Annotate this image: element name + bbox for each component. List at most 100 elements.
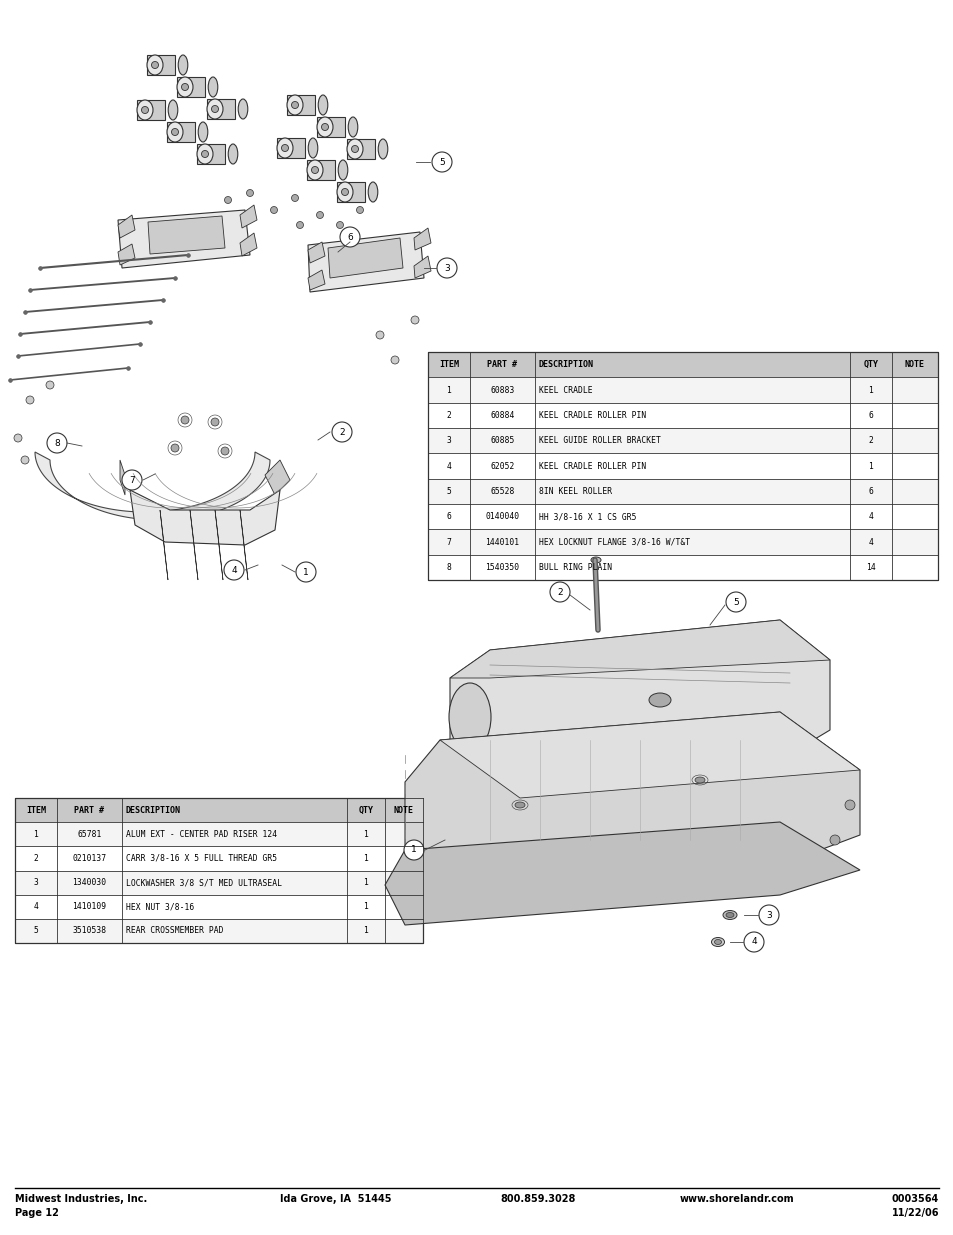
Ellipse shape	[228, 144, 237, 164]
Ellipse shape	[177, 77, 193, 98]
Bar	[428, 352, 937, 580]
Text: 8IN KEEL ROLLER: 8IN KEEL ROLLER	[538, 487, 612, 495]
Circle shape	[221, 447, 229, 454]
Polygon shape	[385, 823, 859, 925]
Ellipse shape	[196, 144, 213, 164]
Ellipse shape	[308, 138, 317, 158]
Ellipse shape	[338, 161, 348, 180]
Text: Page 12: Page 12	[15, 1208, 59, 1218]
Polygon shape	[308, 232, 423, 291]
Text: CARR 3/8-16 X 5 FULL THREAD GR5: CARR 3/8-16 X 5 FULL THREAD GR5	[126, 853, 276, 863]
Circle shape	[181, 416, 189, 424]
Ellipse shape	[167, 122, 183, 142]
Ellipse shape	[590, 557, 600, 563]
Bar	[428, 530, 937, 555]
Bar	[428, 378, 937, 403]
Text: 5: 5	[446, 487, 451, 495]
Bar	[167, 122, 194, 142]
Circle shape	[47, 433, 67, 453]
Bar	[428, 504, 937, 530]
Text: 6: 6	[867, 411, 873, 420]
Ellipse shape	[648, 693, 670, 706]
Bar	[15, 919, 422, 944]
Text: KEEL GUIDE ROLLER BRACKET: KEEL GUIDE ROLLER BRACKET	[538, 436, 660, 445]
Text: 1440101: 1440101	[485, 537, 519, 547]
Text: 0140040: 0140040	[485, 513, 519, 521]
Polygon shape	[265, 459, 290, 495]
Bar	[428, 429, 937, 453]
Text: 1: 1	[867, 462, 873, 471]
Text: 60885: 60885	[490, 436, 515, 445]
Text: 2: 2	[867, 436, 873, 445]
Ellipse shape	[178, 56, 188, 75]
Circle shape	[281, 144, 288, 152]
Ellipse shape	[238, 99, 248, 119]
Circle shape	[403, 840, 423, 860]
Text: 6: 6	[347, 232, 353, 242]
Text: QTY: QTY	[358, 805, 374, 815]
Bar	[15, 871, 422, 894]
Text: LOCKWASHER 3/8 S/T MED ULTRASEAL: LOCKWASHER 3/8 S/T MED ULTRASEAL	[126, 878, 282, 887]
Text: 5: 5	[732, 598, 739, 606]
Polygon shape	[118, 210, 250, 268]
Text: DESCRIPTION: DESCRIPTION	[126, 805, 181, 815]
Ellipse shape	[276, 138, 293, 158]
Text: 3510538: 3510538	[72, 926, 107, 935]
Ellipse shape	[722, 910, 737, 920]
Ellipse shape	[725, 913, 733, 918]
Circle shape	[391, 356, 398, 364]
Circle shape	[295, 562, 315, 582]
Bar	[347, 140, 375, 159]
Ellipse shape	[207, 99, 223, 119]
Polygon shape	[190, 510, 198, 580]
Text: 3: 3	[444, 263, 450, 273]
Ellipse shape	[449, 683, 491, 751]
Text: 1540350: 1540350	[485, 563, 519, 572]
Ellipse shape	[287, 95, 303, 115]
Circle shape	[46, 382, 54, 389]
Bar	[15, 894, 422, 919]
Circle shape	[356, 206, 363, 214]
Polygon shape	[240, 205, 256, 228]
Text: 4: 4	[446, 462, 451, 471]
Bar	[307, 161, 335, 180]
Text: 7: 7	[129, 475, 134, 484]
Polygon shape	[308, 270, 325, 290]
Polygon shape	[240, 233, 256, 256]
Polygon shape	[118, 245, 135, 266]
Circle shape	[181, 84, 189, 90]
Text: QTY: QTY	[862, 361, 878, 369]
Bar	[15, 798, 422, 944]
Text: 6: 6	[446, 513, 451, 521]
Ellipse shape	[695, 777, 704, 783]
Ellipse shape	[711, 937, 723, 946]
Text: 2: 2	[446, 411, 451, 420]
Circle shape	[351, 146, 358, 152]
Text: DESCRIPTION: DESCRIPTION	[538, 361, 594, 369]
Bar	[428, 479, 937, 504]
Text: KEEL CRADLE: KEEL CRADLE	[538, 385, 592, 394]
Bar	[15, 846, 422, 871]
Text: 1: 1	[446, 385, 451, 394]
Text: 5: 5	[33, 926, 38, 935]
Circle shape	[246, 189, 253, 196]
Text: PART #: PART #	[74, 805, 105, 815]
Text: NOTE: NOTE	[904, 361, 924, 369]
Bar	[137, 100, 165, 120]
Circle shape	[411, 316, 418, 324]
Text: 4: 4	[231, 566, 236, 574]
Text: KEEL CRADLE ROLLER PIN: KEEL CRADLE ROLLER PIN	[538, 462, 645, 471]
Polygon shape	[414, 256, 431, 278]
Ellipse shape	[208, 77, 217, 98]
Text: 7: 7	[446, 537, 451, 547]
Bar	[15, 798, 422, 823]
Bar	[207, 99, 234, 119]
Text: Midwest Industries, Inc.: Midwest Industries, Inc.	[15, 1194, 147, 1204]
Text: 800.859.3028: 800.859.3028	[499, 1194, 575, 1204]
Circle shape	[21, 456, 29, 464]
Bar	[276, 138, 305, 158]
Text: 4: 4	[33, 903, 38, 911]
Circle shape	[432, 152, 452, 172]
Ellipse shape	[348, 117, 357, 137]
Circle shape	[292, 194, 298, 201]
